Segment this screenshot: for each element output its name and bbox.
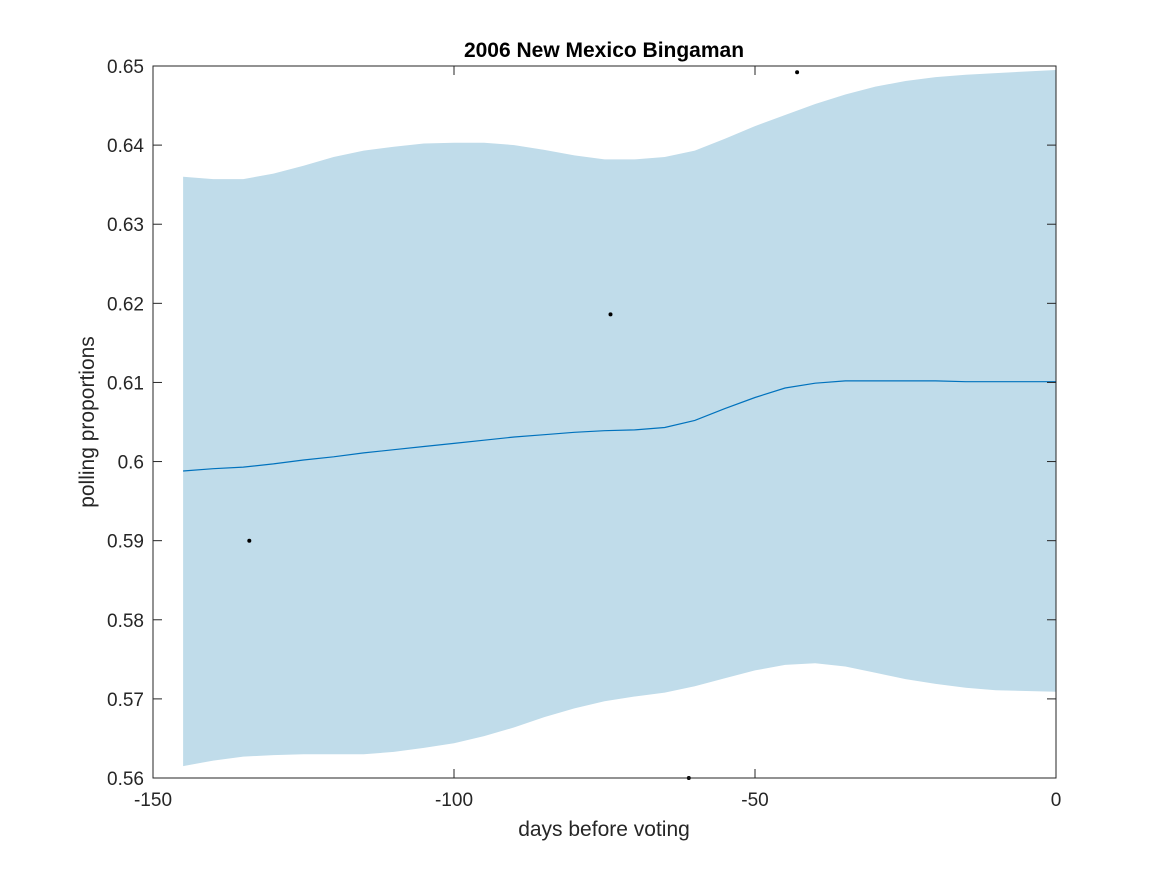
data-point xyxy=(247,538,252,543)
y-tick-label: 0.56 xyxy=(107,769,144,790)
data-points xyxy=(247,70,800,780)
y-tick-label: 0.65 xyxy=(107,57,144,78)
x-tick-label: -50 xyxy=(741,790,768,811)
y-tick-label: 0.58 xyxy=(107,611,144,632)
confidence-band xyxy=(183,70,1057,767)
data-point xyxy=(608,312,613,317)
y-tick-label: 0.61 xyxy=(107,373,144,394)
y-tick-label: 0.59 xyxy=(107,532,144,553)
y-tick-label: 0.63 xyxy=(107,215,144,236)
chart-title: 2006 New Mexico Bingaman xyxy=(464,39,744,62)
y-axis-label: polling proportions xyxy=(76,336,99,508)
y-tick-label: 0.64 xyxy=(107,136,144,157)
x-tick-label: -100 xyxy=(435,790,473,811)
y-tick-label: 0.6 xyxy=(118,453,144,474)
x-tick-label: 0 xyxy=(1051,790,1062,811)
x-ticks: -150 -100 -50 0 xyxy=(134,66,1061,811)
axes-box xyxy=(152,65,1057,779)
x-axis-label: days before voting xyxy=(518,818,690,841)
x-tick-label: -150 xyxy=(134,790,172,811)
plot-area xyxy=(183,70,1057,780)
y-tick-label: 0.62 xyxy=(107,294,144,315)
y-tick-label: 0.57 xyxy=(107,690,144,711)
data-point xyxy=(795,70,800,75)
y-ticks: 0.56 0.57 0.58 0.59 0.6 0.61 0.62 0.63 0.64 0.65 xyxy=(107,57,1056,790)
mean-line xyxy=(183,380,1056,472)
